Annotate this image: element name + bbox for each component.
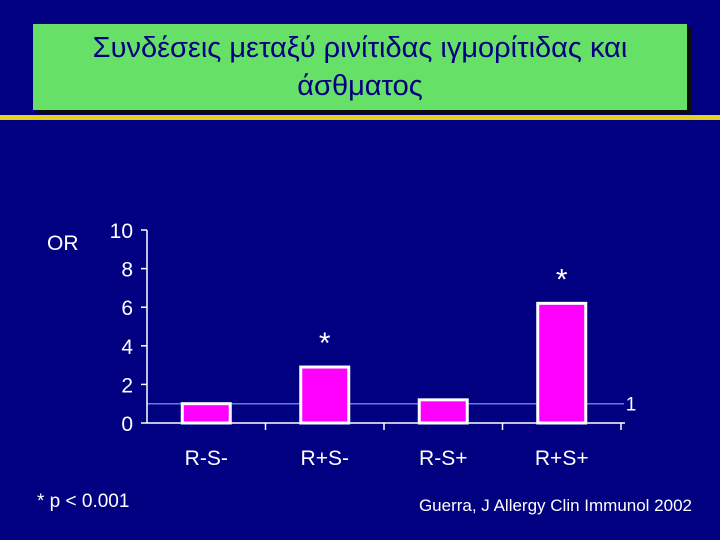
title-banner: Συνδέσεις μεταξύ ρινίτιδας ιγμορίτιδας κ… <box>33 24 687 110</box>
bar <box>417 398 469 425</box>
y-tick-label: 0 <box>121 413 133 436</box>
category-label: R+S+ <box>535 447 589 470</box>
y-tick-label: 2 <box>121 374 133 397</box>
y-tick-label: 4 <box>121 336 133 359</box>
bar <box>536 301 588 425</box>
divider-rule <box>0 115 720 120</box>
significance-marker: * <box>319 327 331 360</box>
footnote: * p < 0.001 <box>37 491 130 512</box>
category-label: R-S- <box>185 447 228 470</box>
bar <box>180 402 232 425</box>
y-tick-label: 8 <box>121 259 133 282</box>
slide-title: Συνδέσεις μεταξύ ρινίτιδας ιγμορίτιδας κ… <box>92 32 628 102</box>
category-label: R+S- <box>301 447 349 470</box>
reference-line-label: 1 <box>626 395 637 416</box>
significance-marker: * <box>556 263 568 296</box>
y-tick-label: 6 <box>121 297 133 320</box>
source-citation: Guerra, J Allergy Clin Immunol 2002 <box>418 496 692 515</box>
y-tick-label: 10 <box>110 220 133 243</box>
y-axis-label: OR <box>47 232 79 255</box>
bar <box>299 365 351 425</box>
category-label: R-S+ <box>419 447 467 470</box>
